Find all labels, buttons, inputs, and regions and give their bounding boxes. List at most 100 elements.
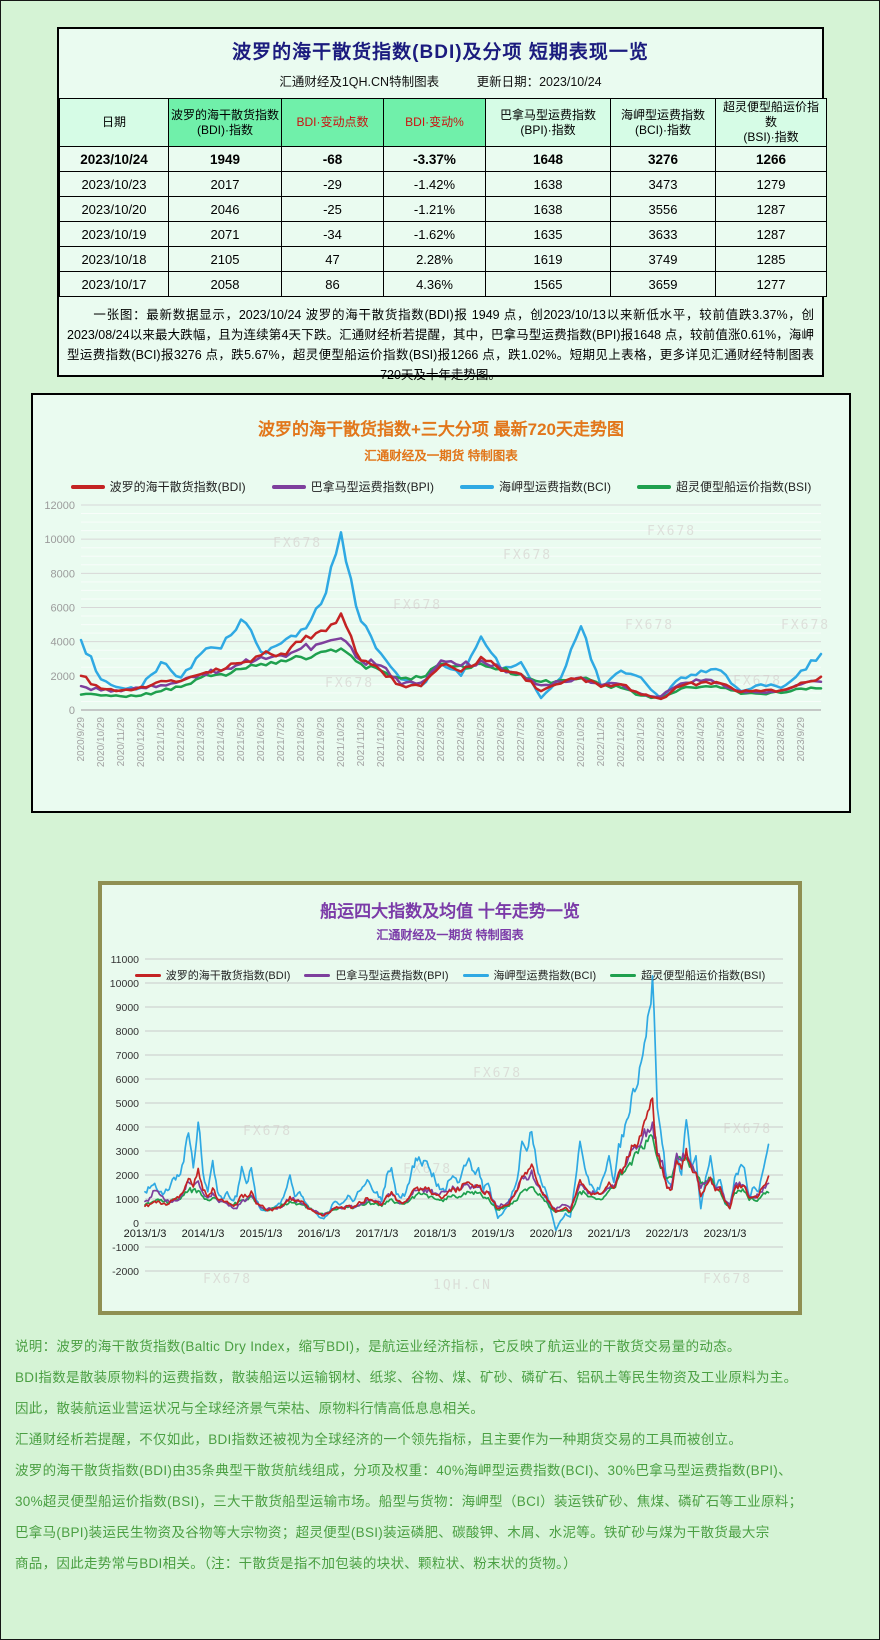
table-cell: 2058 <box>168 271 282 297</box>
x-axis-tick: 2021/6/29 <box>256 717 267 762</box>
footnote-line: 说明：波罗的海干散货指数(Baltic Dry Index，缩写BDI)，是航运… <box>15 1339 741 1354</box>
x-axis-tick: 2023/6/29 <box>736 717 747 762</box>
x-axis-tick: 2023/5/29 <box>716 717 727 762</box>
x-axis-tick: 2023/7/29 <box>756 717 767 762</box>
x-axis-tick: 2022/12/29 <box>616 717 627 767</box>
chart-10y-card: 船运四大指数及均值 十年走势一览 汇通财经及一期货 特制图表 -2000 -100… <box>98 881 802 1315</box>
table-cell: -3.37% <box>383 146 486 172</box>
x-axis-tick: 2017/1/3 <box>356 1228 399 1240</box>
table-cell: 1638 <box>485 196 611 222</box>
legend-item: 超灵便型船运价指数(BSI) <box>637 478 811 495</box>
y-axis-tick: 10000 <box>110 978 139 990</box>
chart-720-subtitle: 汇通财经及一期货 特制图表 <box>364 449 518 463</box>
table-cell: 1565 <box>485 271 611 297</box>
x-axis-tick: 2023/8/29 <box>776 717 787 762</box>
footnote-line: 30%超灵便型船运价指数(BSI)，三大干散货船型运输市场。船型与货物：海岬型（… <box>15 1494 803 1509</box>
x-axis-tick: 2021/7/29 <box>276 717 287 762</box>
footnote-line: 巴拿马(BPI)装运民生物资及谷物等大宗物资；超灵便型(BSI)装运磷肥、碳酸钾… <box>15 1525 770 1540</box>
y-axis-tick: 5000 <box>116 1098 140 1110</box>
legend-label: 海岬型运费指数(BCI) <box>493 970 597 982</box>
table-cell: -68 <box>281 146 384 172</box>
watermark: FX678 <box>723 1122 772 1137</box>
chart-720-card: 波罗的海干散货指数+三大分项 最新720天走势图 汇通财经及一期货 特制图表 波… <box>31 393 851 813</box>
table-cell: 86 <box>281 271 384 297</box>
x-axis-tick: 2022/7/29 <box>516 717 527 762</box>
table-summary-text: 一张图：最新数据显示，2023/10/24 波罗的海干散货指数(BDI)报 19… <box>67 308 814 382</box>
x-axis-tick: 2023/9/29 <box>796 717 807 762</box>
y-axis-tick: 4000 <box>116 1122 140 1134</box>
x-axis-tick: 2020/10/29 <box>96 717 107 767</box>
x-axis-tick: 2021/12/29 <box>376 717 387 767</box>
series-line <box>79 531 823 701</box>
x-axis-tick: 2023/4/29 <box>696 717 707 762</box>
chart-720-title: 波罗的海干散货指数+三大分项 最新720天走势图 <box>257 420 624 439</box>
table-cell: 2046 <box>168 196 282 222</box>
y-axis-tick: 3000 <box>116 1146 140 1158</box>
x-axis-tick: 2022/4/29 <box>456 717 467 762</box>
table-cell: 2023/10/18 <box>59 246 169 272</box>
y-axis-tick: 1000 <box>116 1194 140 1206</box>
table-card-title: 波罗的海干散货指数(BDI)及分项 短期表现一览 <box>232 42 649 63</box>
source-note: 汇通财经及1QH.CN特制图表 <box>279 75 440 89</box>
legend-label: 巴拿马型运费指数(BPI) <box>335 970 449 982</box>
x-axis-tick: 2023/1/29 <box>636 717 647 762</box>
x-axis-tick: 2021/5/29 <box>236 717 247 762</box>
y-axis-tick: 10000 <box>44 534 75 546</box>
table-cell: 3276 <box>610 146 716 172</box>
watermark: FX678 <box>273 536 322 551</box>
legend-swatch <box>271 484 306 489</box>
x-axis-tick: 2022/3/29 <box>436 717 447 762</box>
table-row: 2023/10/17 2058 86 4.36% 1565 3659 1277 <box>59 271 827 297</box>
column-header: 超灵便型船运价指数 (BSI)·指数 <box>715 98 827 147</box>
x-axis-tick: 2021/4/29 <box>216 717 227 762</box>
series-line <box>79 647 823 700</box>
table-body: 2023/10/24 1949 -68 -3.37% 1648 3276 1266 2023/… <box>59 146 827 297</box>
table-cell: 4.36% <box>383 271 486 297</box>
table-cell: 1949 <box>168 146 282 172</box>
watermark: FX678 <box>243 1124 292 1139</box>
legend-item: 波罗的海干散货指数(BDI) <box>70 478 246 495</box>
footnote-line: 因此，散装航运业营运状况与全球经济景气荣枯、原物料行情高低息息相关。 <box>15 1401 485 1416</box>
x-axis-tick: 2023/2/28 <box>656 717 667 762</box>
table-header-row: 日期 波罗的海干散货指数 (BDI)·指数 BDI·变动点数 BDI·变动% 巴拿马型运… <box>59 98 827 147</box>
chart-10y-subtitle: 汇通财经及一期货 特制图表 <box>376 928 524 942</box>
x-axis-tick: 2020/12/29 <box>136 717 147 767</box>
watermark: FX678 <box>325 676 374 691</box>
table-row: 2023/10/23 2017 -29 -1.42% 1638 3473 1279 <box>59 171 827 197</box>
legend-item: 巴拿马型运费指数(BPI) <box>271 478 434 495</box>
footnote-line: 商品，因此走势常与BDI相关。（注：干散货是指不加包装的块状、颗粒状、粉末状的货… <box>15 1556 577 1571</box>
x-axis-tick: 2022/9/29 <box>556 717 567 762</box>
table-cell: 2023/10/24 <box>59 146 169 172</box>
y-axis-tick: 0 <box>69 705 75 717</box>
y-axis-tick: -1000 <box>112 1242 139 1254</box>
legend-item: 波罗的海干散货指数(BDI) <box>134 967 291 983</box>
table-cell: 2023/10/20 <box>59 196 169 222</box>
table-cell: 1648 <box>485 146 611 172</box>
legend-label: 波罗的海干散货指数(BDI) <box>165 970 291 982</box>
x-axis-tick: 2021/2/28 <box>176 717 187 762</box>
table-cell: 1279 <box>715 171 827 197</box>
x-axis-tick: 2021/1/3 <box>588 1228 631 1240</box>
x-axis-tick: 2014/1/3 <box>182 1228 225 1240</box>
table-cell: -34 <box>281 221 384 247</box>
table-cell: 1619 <box>485 246 611 272</box>
y-axis-tick: 8000 <box>51 568 75 580</box>
legend-item: 巴拿马型运费指数(BPI) <box>304 967 449 983</box>
table-cell: 1266 <box>715 146 827 172</box>
table-cell: 2.28% <box>383 246 486 272</box>
x-axis-tick: 2022/1/3 <box>646 1228 689 1240</box>
table-header: 日期 波罗的海干散货指数 (BDI)·指数 BDI·变动点数 BDI·变动% 巴拿马型运… <box>59 98 827 147</box>
watermark: FX678 <box>203 1272 252 1287</box>
legend-label: 巴拿马型运费指数(BPI) <box>310 480 434 494</box>
table-cell: 1638 <box>485 171 611 197</box>
table-cell: -1.62% <box>383 221 486 247</box>
x-axis-tick: 2019/1/3 <box>472 1228 515 1240</box>
table-cell: 3749 <box>610 246 716 272</box>
footnote-line: 汇通财经析若提醒，不仅如此，BDI指数还被视为全球经济的一个领先指标，且主要作为… <box>15 1432 743 1447</box>
x-axis-tick: 2021/1/29 <box>156 717 167 762</box>
legend-label: 海岬型运费指数(BCI) <box>499 480 611 494</box>
legend-label: 超灵便型船运价指数(BSI) <box>676 480 812 494</box>
y-axis-tick: 9000 <box>116 1002 140 1014</box>
column-header: BDI·变动% <box>383 98 486 147</box>
